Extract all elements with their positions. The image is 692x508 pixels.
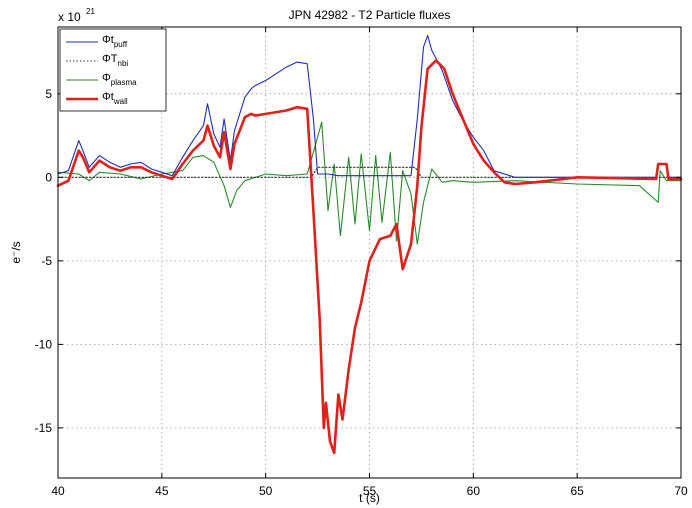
chart-title: JPN 42982 - T2 Particle fluxes xyxy=(289,8,451,22)
y-tick-label: -10 xyxy=(35,337,53,351)
y-axis-label: e⁻/s xyxy=(9,241,23,263)
y-tick-label: 0 xyxy=(45,170,52,184)
y-tick-label: 5 xyxy=(45,87,52,101)
y-tick-label: -15 xyxy=(35,421,53,435)
y-tick-label: -5 xyxy=(41,254,52,268)
x-axis-label: t (s) xyxy=(359,491,380,505)
x-tick-label: 45 xyxy=(155,484,169,498)
x-tick-label: 70 xyxy=(674,484,688,498)
y-multiplier-exponent: 21 xyxy=(86,7,95,16)
x-tick-label: 60 xyxy=(467,484,481,498)
x-tick-label: 40 xyxy=(51,484,65,498)
x-tick-label: 50 xyxy=(259,484,273,498)
x-tick-label: 65 xyxy=(570,484,584,498)
y-multiplier-base: x 10 xyxy=(58,10,81,24)
